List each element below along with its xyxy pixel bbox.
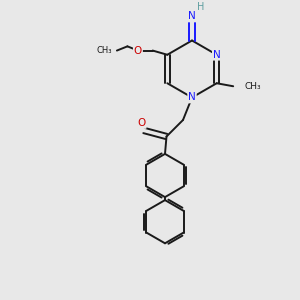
Text: CH₃: CH₃	[244, 82, 261, 91]
Text: CH₃: CH₃	[97, 46, 112, 55]
Text: N: N	[213, 50, 220, 60]
Text: H: H	[197, 2, 204, 12]
Text: O: O	[134, 46, 142, 56]
Text: N: N	[188, 92, 196, 103]
Text: O: O	[137, 118, 146, 128]
Text: N: N	[188, 11, 196, 22]
